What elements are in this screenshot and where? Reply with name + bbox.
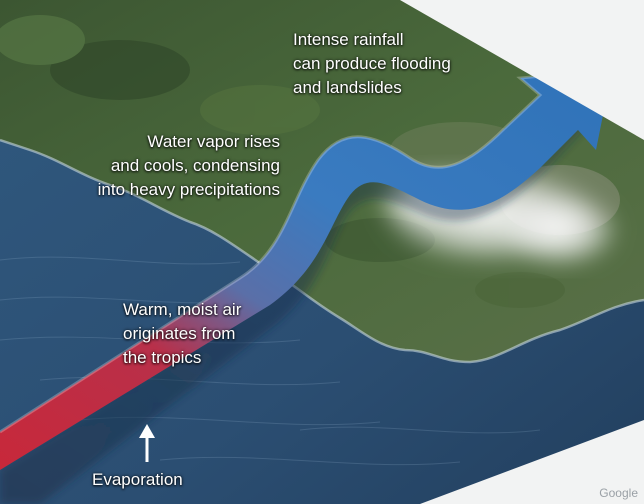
- airflow-arrow-shadow: [0, 112, 588, 504]
- rainfall-line-1: Intense rainfall: [293, 30, 404, 49]
- evaporation-arrow-icon: [139, 424, 155, 462]
- block-edge-top: [400, 0, 644, 140]
- vapor-line-3: into heavy precipitations: [97, 180, 280, 199]
- warm-air-line-1: Warm, moist air: [123, 300, 242, 319]
- evaporation-label: Evaporation: [92, 470, 183, 489]
- block-edge: [420, 420, 644, 504]
- vapor-line-1: Water vapor rises: [147, 132, 280, 151]
- vapor-line-2: and cools, condensing: [110, 156, 280, 175]
- rainfall-label: Intense rainfall can produce flooding an…: [293, 28, 451, 100]
- rainfall-line-3: and landslides: [293, 78, 402, 97]
- shoreline: [0, 138, 644, 364]
- warm-air-line-3: the tropics: [123, 348, 202, 367]
- google-watermark: Google: [599, 486, 638, 500]
- rainfall-line-2: can produce flooding: [293, 54, 451, 73]
- vapor-label: Water vapor rises and cools, condensing …: [98, 130, 280, 202]
- warm-air-line-2: originates from: [123, 324, 236, 343]
- airflow-arrow: [0, 70, 612, 470]
- warm-air-label: Warm, moist air originates from the trop…: [123, 298, 241, 370]
- airflow-arrow-highlight: [0, 68, 613, 434]
